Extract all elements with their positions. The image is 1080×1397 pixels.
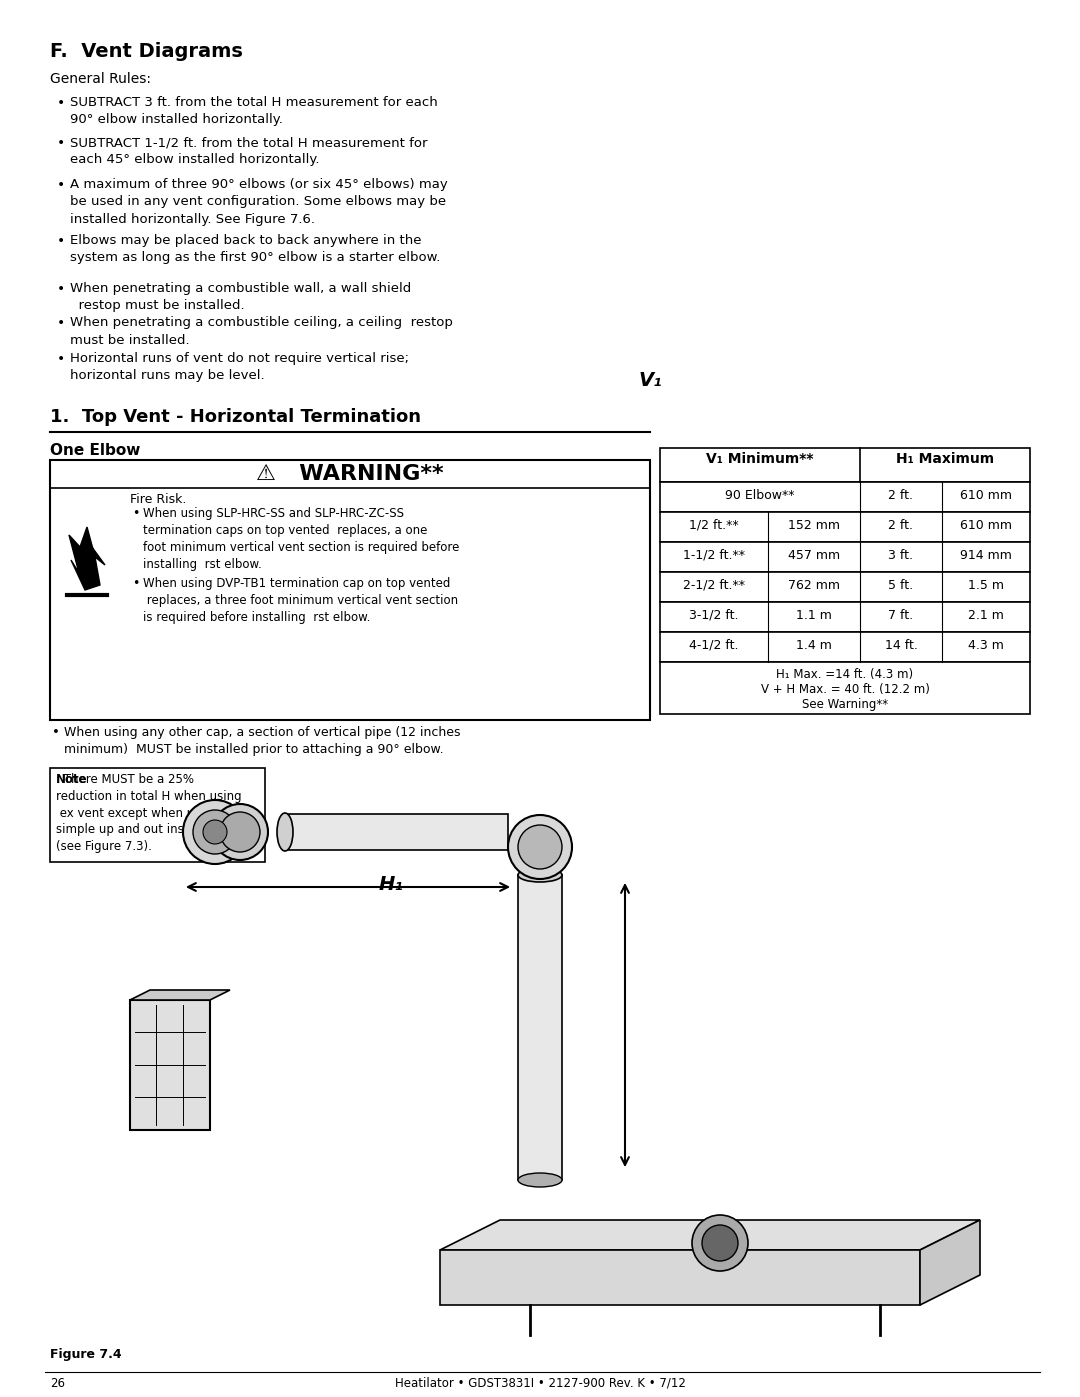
Text: 2-1/2 ft.**: 2-1/2 ft.** [683, 578, 745, 592]
Text: Heatilator • GDST3831I • 2127-900 Rev. K • 7/12: Heatilator • GDST3831I • 2127-900 Rev. K… [394, 1377, 686, 1390]
Text: F.  Vent Diagrams: F. Vent Diagrams [50, 42, 243, 61]
Text: Elbows may be placed back to back anywhere in the
system as long as the ﬁrst 90°: Elbows may be placed back to back anywhe… [70, 235, 441, 264]
Text: 152 mm: 152 mm [788, 520, 840, 532]
Circle shape [702, 1225, 738, 1261]
Bar [660, 482, 1030, 511]
Text: 3-1/2 ft.: 3-1/2 ft. [689, 609, 739, 622]
Circle shape [183, 800, 247, 863]
Text: General Rules:: General Rules: [50, 73, 151, 87]
Text: 7 ft.: 7 ft. [889, 609, 914, 622]
Text: •: • [132, 507, 139, 520]
Text: When penetrating a combustible wall, a wall shield
  restop must be installed.: When penetrating a combustible wall, a w… [70, 282, 411, 313]
Ellipse shape [518, 1173, 562, 1187]
Text: H₁ Maximum: H₁ Maximum [896, 453, 994, 467]
Text: •: • [57, 177, 65, 191]
Polygon shape [920, 1220, 980, 1305]
Text: 1.1 m: 1.1 m [796, 609, 832, 622]
Text: 4-1/2 ft.: 4-1/2 ft. [689, 638, 739, 652]
Bar [660, 542, 1030, 571]
Text: 4.3 m: 4.3 m [968, 638, 1004, 652]
Text: H₁ Max. =14 ft. (4.3 m): H₁ Max. =14 ft. (4.3 m) [777, 668, 914, 680]
Text: 610 mm: 610 mm [960, 520, 1012, 532]
Text: SUBTRACT 3 ft. from the total H measurement for each
90° elbow installed horizon: SUBTRACT 3 ft. from the total H measurem… [70, 96, 437, 127]
Text: When penetrating a combustible ceiling, a ceiling  restop
must be installed.: When penetrating a combustible ceiling, … [70, 316, 453, 346]
Text: •: • [57, 316, 65, 330]
Polygon shape [440, 1220, 980, 1250]
Text: •: • [57, 136, 65, 149]
Text: •: • [57, 235, 65, 249]
Text: Note: Note [56, 773, 87, 787]
Text: See Warning**: See Warning** [802, 698, 888, 711]
Text: SUBTRACT 1-1/2 ft. from the total H measurement for
each 45° elbow installed hor: SUBTRACT 1-1/2 ft. from the total H meas… [70, 136, 428, 166]
Bar [518, 875, 562, 1180]
Text: 2.1 m: 2.1 m [968, 609, 1004, 622]
Text: 26: 26 [50, 1377, 65, 1390]
Circle shape [212, 805, 268, 861]
Bar [130, 1000, 210, 1130]
Circle shape [220, 812, 260, 852]
Text: Horizontal runs of vent do not require vertical rise;
horizontal runs may be lev: Horizontal runs of vent do not require v… [70, 352, 409, 383]
Text: 1/2 ft.**: 1/2 ft.** [689, 520, 739, 532]
Text: •: • [57, 96, 65, 110]
Bar [50, 768, 265, 862]
Text: 14 ft.: 14 ft. [885, 638, 917, 652]
Circle shape [508, 814, 572, 879]
Text: 610 mm: 610 mm [960, 489, 1012, 502]
Text: 762 mm: 762 mm [788, 578, 840, 592]
Text: When using SLP-HRC-SS and SLP-HRC-ZC-SS
termination caps on top vented  replaces: When using SLP-HRC-SS and SLP-HRC-ZC-SS … [143, 507, 459, 571]
Text: One Elbow: One Elbow [50, 443, 140, 458]
Text: 1.  Top Vent - Horizontal Termination: 1. Top Vent - Horizontal Termination [50, 408, 421, 426]
Bar [660, 571, 1030, 602]
Text: •: • [52, 726, 59, 739]
Text: : There MUST be a 25%
reduction in total H when using
 ex vent except when using: : There MUST be a 25% reduction in total… [56, 773, 242, 854]
Text: 914 mm: 914 mm [960, 549, 1012, 562]
Text: 2 ft.: 2 ft. [889, 520, 914, 532]
Text: 457 mm: 457 mm [788, 549, 840, 562]
Ellipse shape [518, 868, 562, 882]
Circle shape [203, 820, 227, 844]
Text: A maximum of three 90° elbows (or six 45° elbows) may
be used in any vent conﬁgu: A maximum of three 90° elbows (or six 45… [70, 177, 448, 226]
Bar [660, 662, 1030, 714]
Bar [660, 631, 1030, 662]
Text: V₁: V₁ [639, 372, 663, 391]
Text: 5 ft.: 5 ft. [889, 578, 914, 592]
Text: 90 Elbow**: 90 Elbow** [726, 489, 795, 502]
Text: V₁ Minimum**: V₁ Minimum** [706, 453, 813, 467]
Polygon shape [69, 527, 105, 590]
Text: When using DVP-TB1 termination cap on top vented
 replaces, a three foot minimum: When using DVP-TB1 termination cap on to… [143, 577, 458, 624]
Polygon shape [440, 1250, 920, 1305]
Text: •: • [57, 352, 65, 366]
Circle shape [692, 1215, 748, 1271]
Circle shape [193, 810, 237, 854]
Bar [660, 602, 1030, 631]
Text: ⚠   WARNING**: ⚠ WARNING** [256, 464, 444, 483]
Bar [50, 460, 650, 719]
Text: 1.5 m: 1.5 m [968, 578, 1004, 592]
Text: •: • [132, 577, 139, 590]
Ellipse shape [276, 813, 293, 851]
Text: 3 ft.: 3 ft. [889, 549, 914, 562]
Text: Figure 7.4: Figure 7.4 [50, 1348, 122, 1361]
Text: When using any other cap, a section of vertical pipe (12 inches
minimum)  MUST b: When using any other cap, a section of v… [64, 726, 460, 756]
Text: 1-1/2 ft.**: 1-1/2 ft.** [683, 549, 745, 562]
Text: •: • [57, 282, 65, 296]
Text: V + H Max. = 40 ft. (12.2 m): V + H Max. = 40 ft. (12.2 m) [760, 683, 930, 696]
Text: Fire Risk.: Fire Risk. [130, 493, 187, 506]
Bar [660, 511, 1030, 542]
Bar [285, 814, 508, 849]
Text: H₁: H₁ [379, 875, 404, 894]
Bar [660, 448, 1030, 482]
Circle shape [518, 826, 562, 869]
Polygon shape [130, 990, 230, 1000]
Text: 1.4 m: 1.4 m [796, 638, 832, 652]
Text: 2 ft.: 2 ft. [889, 489, 914, 502]
